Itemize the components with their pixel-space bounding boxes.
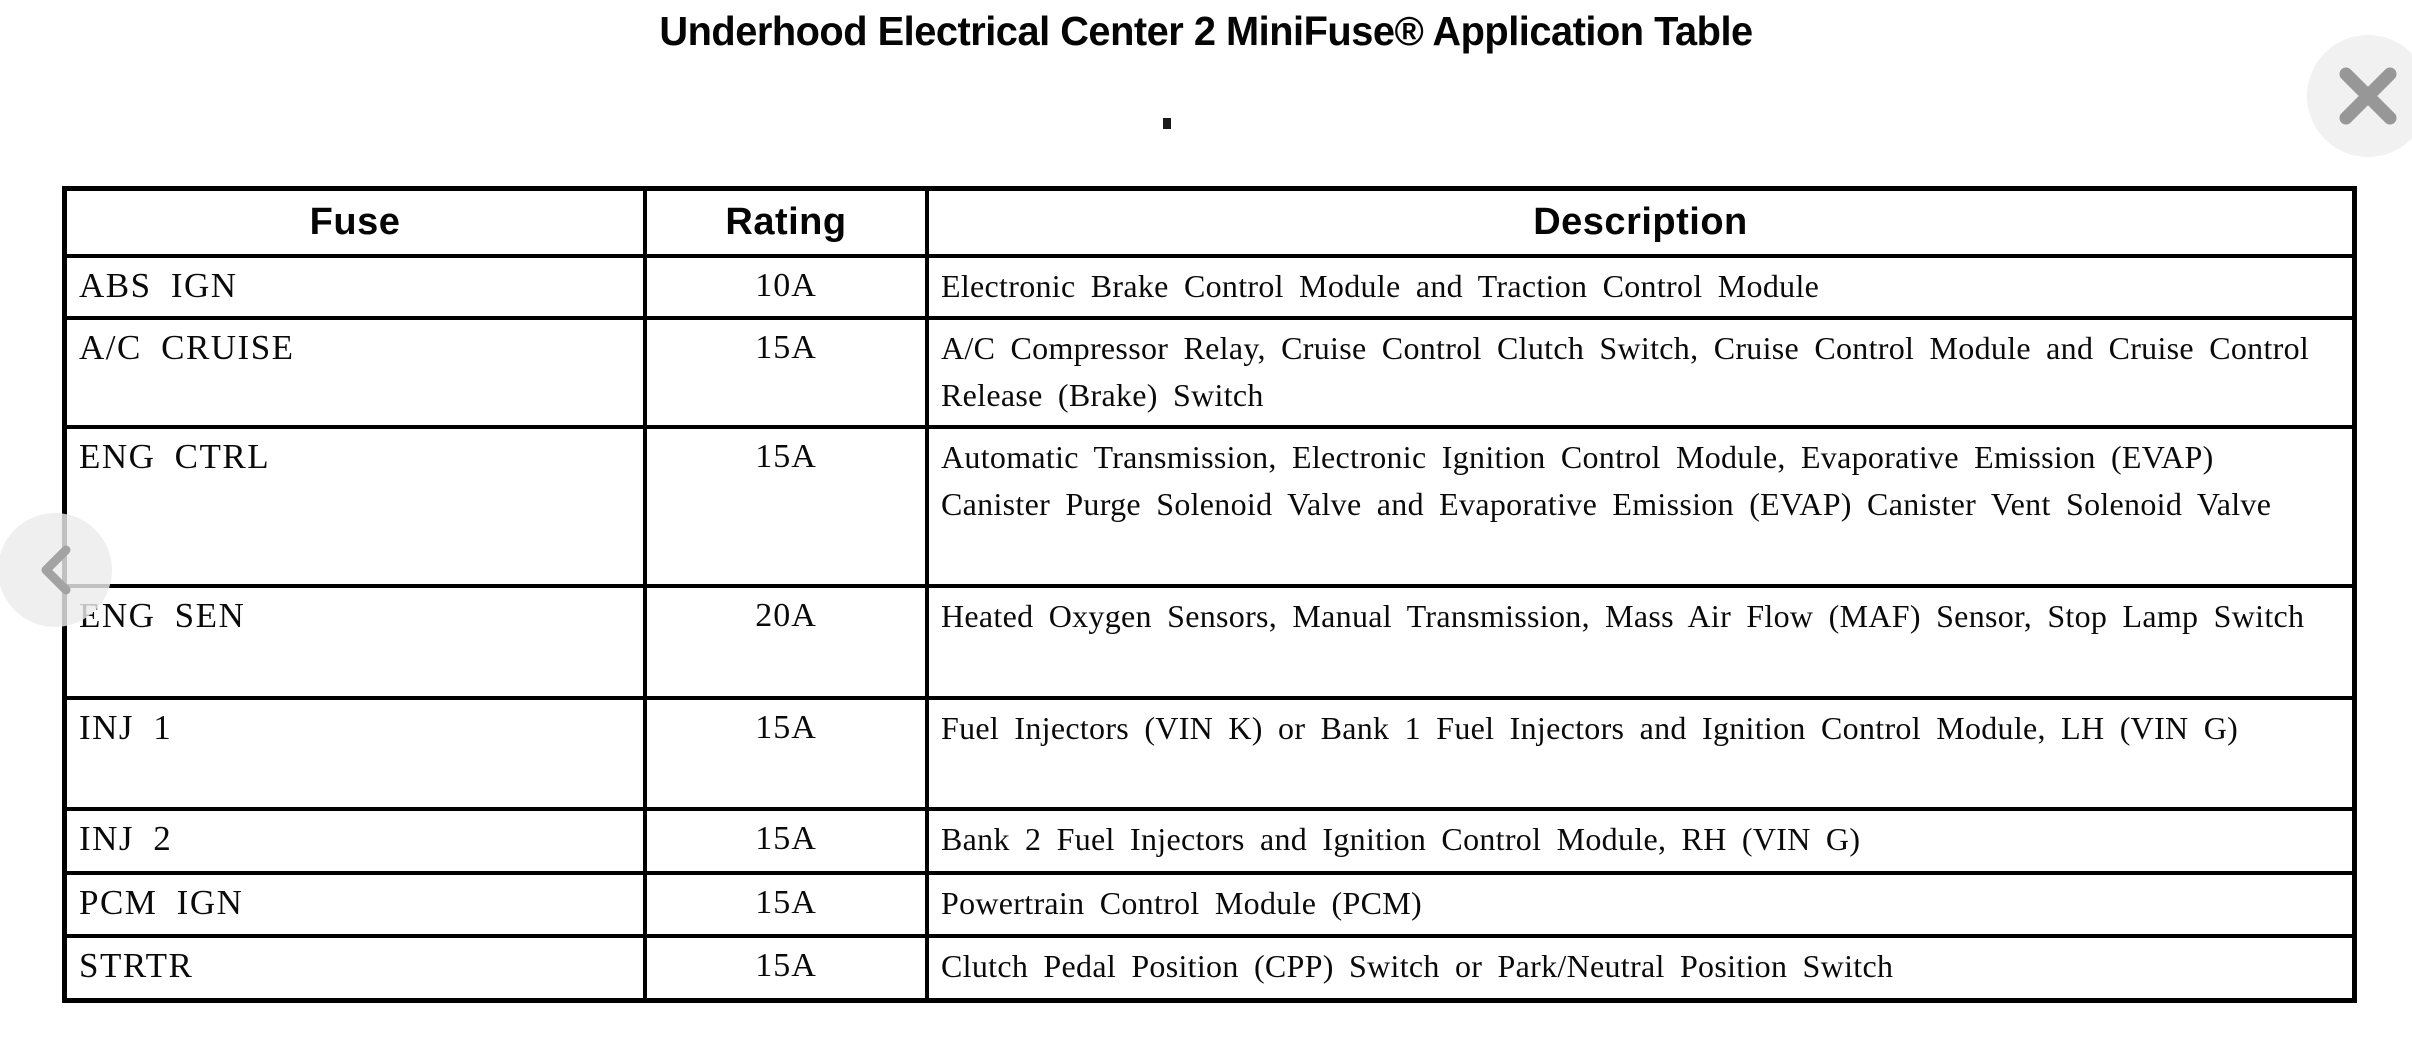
rating-cell: 15A bbox=[647, 429, 929, 588]
chevron-left-icon bbox=[38, 544, 72, 596]
scan-artifact-dot bbox=[1163, 118, 1171, 129]
description-cell: Electronic Brake Control Module and Trac… bbox=[929, 258, 2352, 320]
rating-cell: 15A bbox=[647, 700, 929, 811]
rating-cell: 15A bbox=[647, 811, 929, 875]
rating-cell: 15A bbox=[647, 938, 929, 998]
rating-cell: 15A bbox=[647, 320, 929, 429]
close-button[interactable] bbox=[2307, 35, 2412, 157]
fuse-cell: INJ 2 bbox=[67, 811, 647, 875]
column-header-fuse: Fuse bbox=[67, 191, 647, 258]
rating-cell: 10A bbox=[647, 258, 929, 320]
fuse-cell: PCM IGN bbox=[67, 875, 647, 938]
fuse-cell: ENG SEN bbox=[67, 588, 647, 700]
close-icon bbox=[2337, 65, 2399, 127]
rating-cell: 20A bbox=[647, 588, 929, 700]
page-title: Underhood Electrical Center 2 MiniFuse® … bbox=[659, 8, 1753, 54]
column-header-rating: Rating bbox=[647, 191, 929, 258]
fuse-cell: ENG CTRL bbox=[67, 429, 647, 588]
rating-cell: 15A bbox=[647, 875, 929, 938]
description-cell: A/C Compressor Relay, Cruise Control Clu… bbox=[929, 320, 2352, 429]
fuse-cell: ABS IGN bbox=[67, 258, 647, 320]
description-cell: Heated Oxygen Sensors, Manual Transmissi… bbox=[929, 588, 2352, 700]
description-cell: Automatic Transmission, Electronic Ignit… bbox=[929, 429, 2352, 588]
description-cell: Bank 2 Fuel Injectors and Ignition Contr… bbox=[929, 811, 2352, 875]
description-cell: Fuel Injectors (VIN K) or Bank 1 Fuel In… bbox=[929, 700, 2352, 811]
description-cell: Powertrain Control Module (PCM) bbox=[929, 875, 2352, 938]
fuse-cell: STRTR bbox=[67, 938, 647, 998]
previous-image-button[interactable] bbox=[0, 513, 112, 627]
description-cell: Clutch Pedal Position (CPP) Switch or Pa… bbox=[941, 948, 1894, 984]
column-header-description: Description bbox=[929, 191, 2352, 258]
fuse-cell: A/C CRUISE bbox=[67, 320, 647, 429]
fuse-cell: INJ 1 bbox=[67, 700, 647, 811]
fuse-application-table: Fuse Rating Description ABS IGN 10A Elec… bbox=[62, 186, 2357, 1003]
